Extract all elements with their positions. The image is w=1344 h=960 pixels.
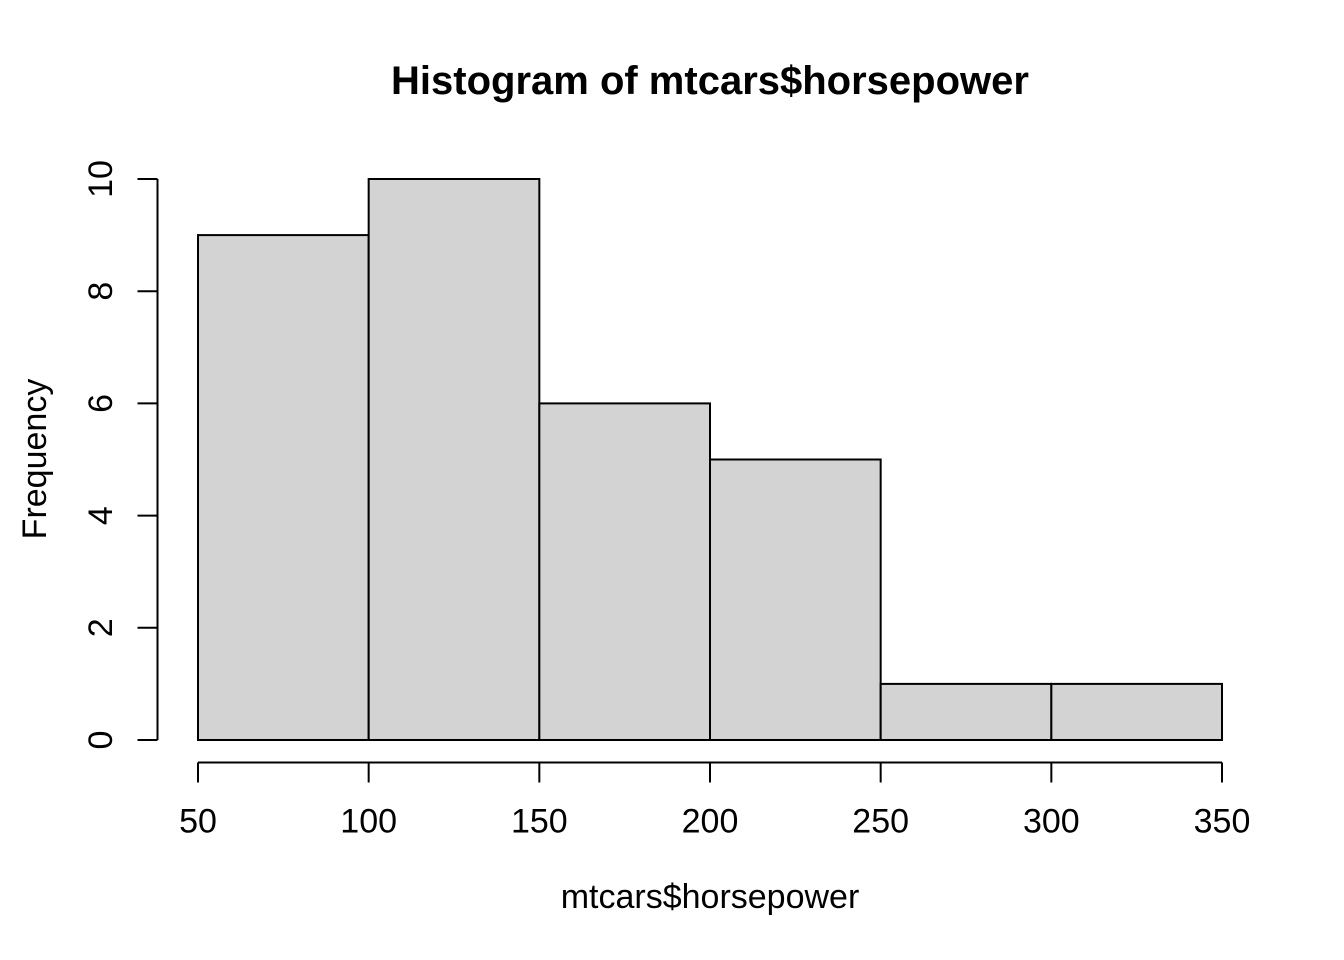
y-axis-tick-label: 2 — [82, 618, 120, 637]
x-axis: 50 100 150 200 250 300 350 — [179, 761, 1251, 841]
y-axis-tick-label: 8 — [82, 282, 120, 301]
histogram-bar — [879, 682, 1053, 742]
histogram-bars — [197, 178, 1224, 742]
x-axis-tick-label: 50 — [179, 803, 217, 841]
x-axis-label: mtcars$horsepower — [561, 878, 860, 916]
y-axis-tick-label: 4 — [82, 506, 120, 525]
y-axis-tick-label: 10 — [82, 160, 120, 198]
histogram-bar — [197, 234, 370, 741]
histogram-bar — [709, 458, 882, 741]
histogram-bar — [1050, 682, 1224, 742]
y-axis: 0 2 4 6 8 10 — [82, 160, 159, 750]
y-axis-tick-label: 6 — [82, 394, 120, 413]
x-axis-tick-label: 250 — [852, 803, 909, 841]
x-axis-tick-label: 300 — [1023, 803, 1080, 841]
x-axis-tick-label: 200 — [682, 803, 739, 841]
y-axis-tick-label: 0 — [82, 731, 120, 750]
histogram-bar — [367, 178, 541, 741]
histogram-bar — [538, 402, 711, 741]
y-axis-label: Frequency — [16, 379, 54, 540]
x-axis-tick-label: 150 — [511, 803, 568, 841]
x-axis-tick-label: 350 — [1194, 803, 1251, 841]
chart-title: Histogram of mtcars$horsepower — [391, 59, 1029, 103]
x-axis-tick-label: 100 — [340, 803, 397, 841]
